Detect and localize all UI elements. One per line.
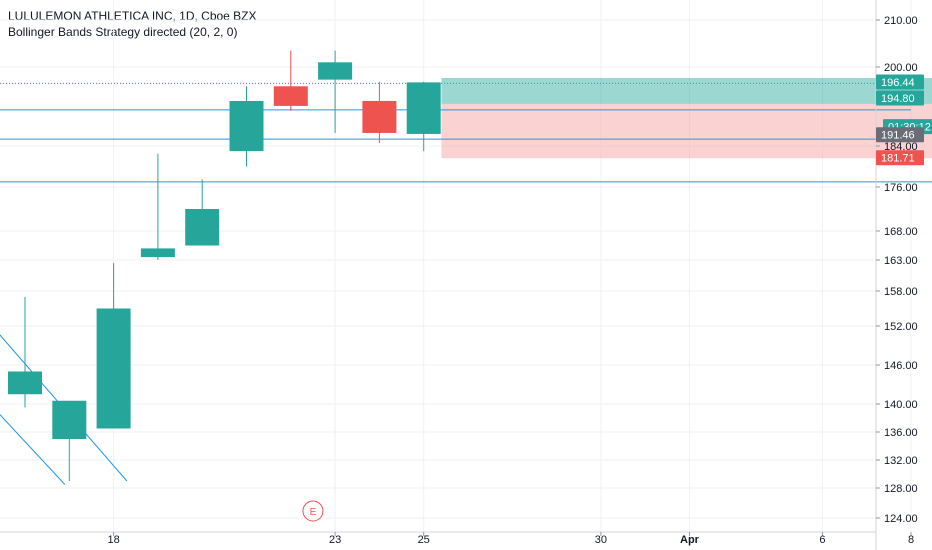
candle-body bbox=[229, 100, 264, 152]
candle-body bbox=[406, 82, 441, 134]
earnings-circle bbox=[302, 500, 324, 522]
price-tag-label: 181.71 bbox=[881, 153, 915, 165]
time-tick-label: 25 bbox=[418, 534, 430, 546]
candle-body bbox=[96, 308, 131, 429]
price-tag bbox=[876, 150, 924, 166]
candlestick-series bbox=[8, 50, 441, 481]
candle-body bbox=[140, 248, 175, 258]
price-tick-label: 158.00 bbox=[884, 286, 918, 298]
candle-body bbox=[318, 62, 353, 80]
price-tick-label: 146.00 bbox=[884, 360, 918, 372]
price-tick-label: 184.00 bbox=[884, 141, 918, 153]
earnings-event-marker[interactable]: E bbox=[302, 500, 324, 522]
price-tick-label: 152.00 bbox=[884, 321, 918, 333]
time-tick-label: 30 bbox=[595, 534, 607, 546]
candle-body bbox=[185, 209, 220, 246]
indicator-legend: Bollinger Bands Strategy directed (20, 2… bbox=[8, 25, 238, 39]
candle-body bbox=[273, 86, 308, 106]
earnings-label: E bbox=[310, 507, 317, 518]
price-tick-label: 132.00 bbox=[884, 455, 918, 467]
trend-line bbox=[0, 414, 66, 485]
price-tick-label: 136.00 bbox=[884, 427, 918, 439]
horizontal-lines bbox=[0, 109, 932, 183]
time-axis[interactable]: 18232530Apr6813 bbox=[0, 531, 932, 546]
stop-zone bbox=[441, 103, 932, 159]
price-tick-label: 163.00 bbox=[884, 255, 918, 267]
time-tick-label: Apr bbox=[680, 534, 700, 546]
price-tick-label: 140.00 bbox=[884, 399, 918, 411]
price-tag-label: 194.80 bbox=[881, 93, 915, 105]
trend-lines bbox=[0, 334, 128, 485]
price-tag bbox=[876, 127, 924, 143]
price-tick-label: 124.00 bbox=[884, 513, 918, 525]
time-tick-label: 6 bbox=[819, 534, 825, 546]
price-tick-label: 168.00 bbox=[884, 226, 918, 238]
grid-lines bbox=[0, 0, 912, 532]
price-tick-label: 128.00 bbox=[884, 483, 918, 495]
target-zone bbox=[441, 77, 932, 104]
time-tick-label: 8 bbox=[908, 534, 914, 546]
price-tick-label: 176.00 bbox=[884, 182, 918, 194]
price-tick-label: 200.00 bbox=[884, 62, 918, 74]
price-tag-label: 191.46 bbox=[881, 130, 915, 142]
candle-body bbox=[8, 371, 42, 395]
trend-line bbox=[0, 334, 128, 482]
price-tick-label: 210.00 bbox=[884, 15, 918, 27]
candle-body bbox=[362, 100, 397, 133]
time-tick-label: 18 bbox=[107, 534, 119, 546]
price-tag bbox=[876, 90, 924, 106]
candle-body bbox=[52, 400, 87, 439]
price-tag bbox=[876, 74, 924, 90]
time-tick-label: 23 bbox=[329, 534, 341, 546]
price-tag-label: 196.44 bbox=[881, 77, 915, 89]
